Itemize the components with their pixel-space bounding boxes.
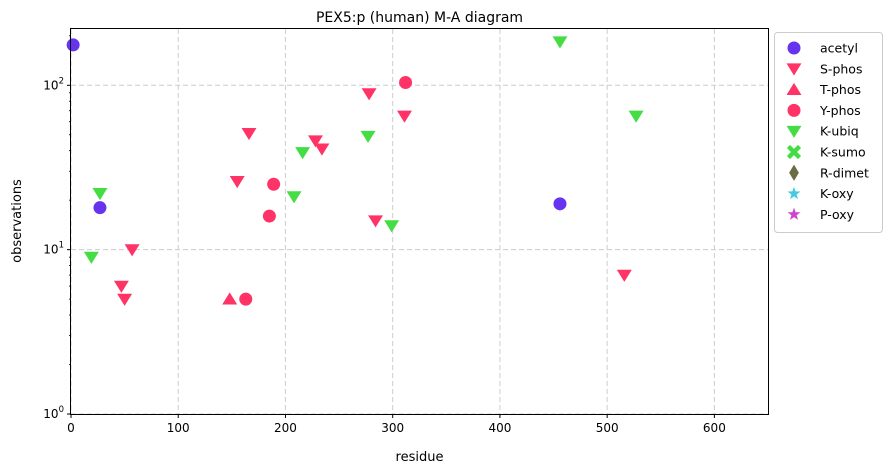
chart-title: PEX5:p (human) M-A diagram — [316, 10, 523, 26]
data-point-k-ubiq — [360, 130, 376, 143]
legend-marker-k-oxy — [787, 186, 801, 200]
x-tick-label: 400 — [488, 421, 511, 435]
data-point-k-ubiq — [552, 36, 568, 49]
data-point-k-ubiq — [286, 191, 302, 204]
x-tick-label: 0 — [67, 421, 75, 435]
data-point-k-ubiq — [83, 251, 99, 264]
legend-marker-k-ubiq — [786, 125, 802, 138]
legend-frame — [774, 32, 883, 233]
data-point-k-ubiq — [92, 187, 108, 201]
data-point-y-phos — [267, 177, 281, 191]
plot-frame — [70, 28, 769, 415]
legend-marker-r-dimet — [789, 164, 799, 181]
legend-label-t-phos: T-phos — [819, 82, 861, 97]
legend-label-p-oxy: P-oxy — [820, 207, 855, 222]
data-point-t-phos — [222, 292, 238, 305]
legend-label-k-sumo: K-sumo — [820, 145, 866, 160]
legend-marker-acetyl — [787, 41, 801, 55]
data-point-k-ubiq — [295, 147, 311, 160]
data-point-s-phos — [124, 244, 140, 257]
legend-marker-k-sumo — [786, 144, 802, 160]
data-points — [66, 36, 644, 306]
data-point-s-phos — [241, 127, 257, 141]
y-axis-title: observations — [10, 179, 25, 263]
legend-items: acetyl S-phos T-phos Y-phos K-ubiq K-sumo R-di… — [786, 41, 869, 222]
y-tick-label: 101 — [43, 241, 64, 257]
x-tick-label: 100 — [167, 421, 190, 435]
legend-marker-s-phos — [786, 63, 802, 76]
x-tick-label: 500 — [596, 421, 619, 435]
y-tick-label: 100 — [43, 405, 64, 421]
data-point-acetyl — [93, 201, 107, 215]
data-point-s-phos — [229, 176, 245, 189]
data-point-y-phos — [399, 75, 413, 89]
legend: acetyl S-phos T-phos Y-phos K-ubiq K-sumo R-di… — [774, 32, 883, 233]
legend-label-r-dimet: R-dimet — [820, 165, 869, 180]
data-point-s-phos — [113, 280, 129, 293]
x-tick-label: 300 — [381, 421, 404, 435]
data-point-y-phos — [262, 209, 276, 223]
data-point-s-phos — [308, 135, 323, 148]
data-point-s-phos — [361, 88, 377, 101]
legend-marker-y-phos — [787, 103, 801, 117]
legend-label-y-phos: Y-phos — [819, 103, 861, 118]
grid-lines — [70, 29, 768, 415]
data-point-s-phos — [397, 110, 412, 123]
data-point-s-phos — [616, 269, 632, 282]
x-tick-label: 200 — [274, 421, 297, 435]
legend-marker-p-oxy — [787, 207, 801, 220]
legend-label-k-ubiq: K-ubiq — [820, 124, 859, 139]
data-point-s-phos — [314, 143, 330, 156]
x-tick-label: 600 — [703, 421, 726, 435]
data-point-s-phos — [368, 215, 384, 228]
legend-marker-t-phos — [786, 82, 802, 95]
data-point-acetyl — [66, 38, 80, 52]
y-tick-label: 102 — [43, 76, 64, 92]
data-point-k-ubiq — [628, 110, 644, 123]
legend-label-s-phos: S-phos — [820, 61, 862, 76]
data-point-k-ubiq — [384, 220, 400, 233]
data-point-s-phos — [117, 293, 133, 306]
legend-label-acetyl: acetyl — [820, 41, 858, 56]
x-axis-title: residue — [396, 450, 444, 465]
legend-label-k-oxy: K-oxy — [820, 186, 854, 201]
data-point-y-phos — [239, 292, 253, 306]
data-point-acetyl — [553, 197, 567, 211]
